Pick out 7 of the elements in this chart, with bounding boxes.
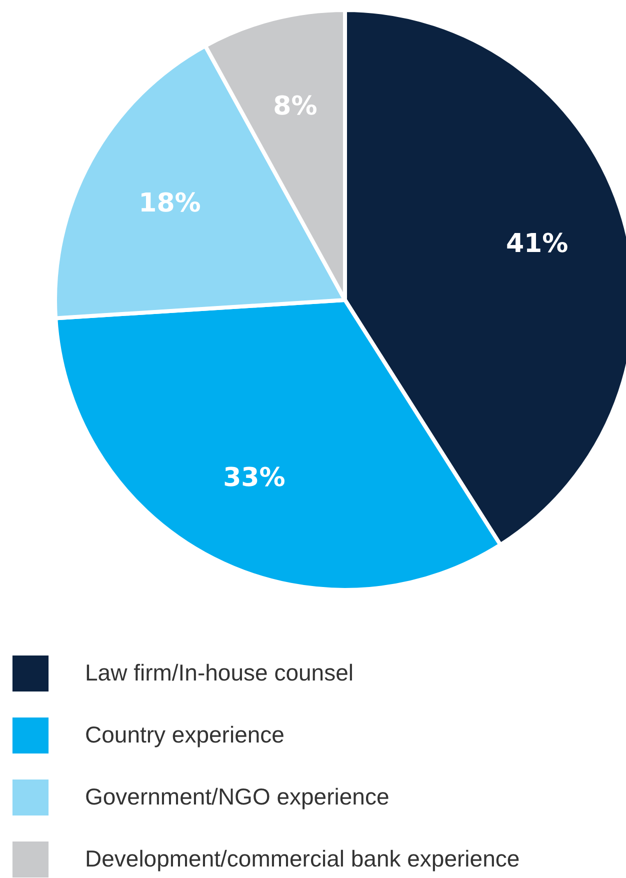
legend-label: Law firm/In-house counsel — [85, 660, 354, 686]
legend-label: Government/NGO experience — [85, 784, 390, 810]
data-label: 33% — [223, 463, 286, 494]
legend-label: Country experience — [85, 722, 284, 748]
legend-label: Development/commercial bank experience — [85, 846, 520, 872]
data-label: 41% — [506, 229, 568, 260]
data-label: 18% — [138, 188, 201, 219]
